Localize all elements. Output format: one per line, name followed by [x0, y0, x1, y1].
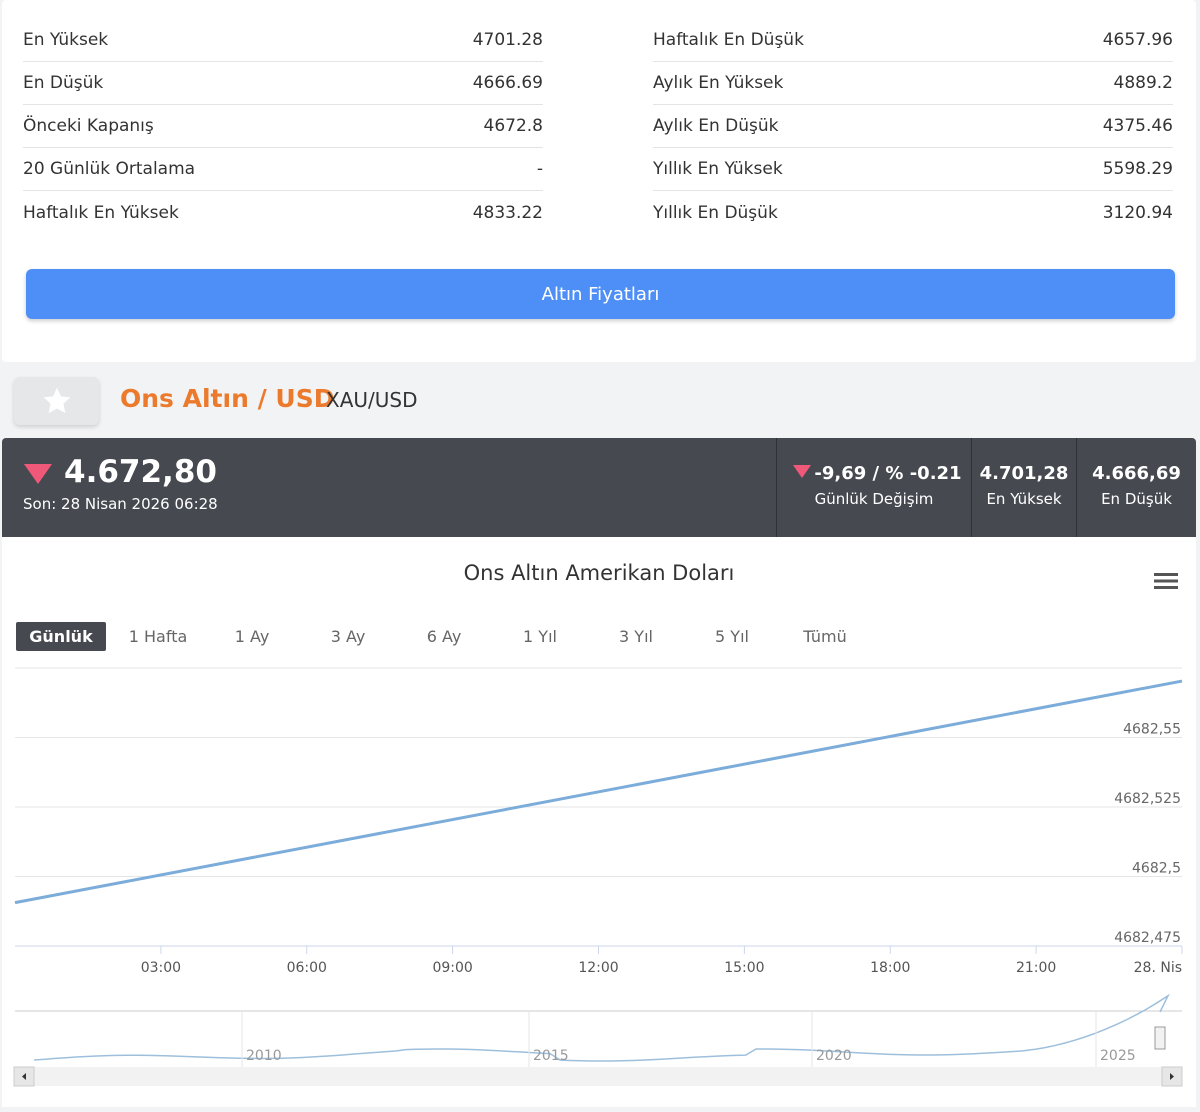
navigator-label: 2020: [816, 1048, 852, 1064]
menu-icon[interactable]: [1154, 571, 1178, 591]
low-value: 4.666,69: [1092, 463, 1181, 484]
range-button[interactable]: 1 Yıl: [523, 627, 557, 646]
stat-label: Aylık En Yüksek: [653, 73, 784, 93]
day-high: 4.701,28 En Yüksek: [971, 438, 1076, 537]
stat-label: Haftalık En Düşük: [653, 30, 804, 50]
x-tick-label: 03:00: [141, 960, 181, 976]
stat-label: Önceki Kapanış: [23, 116, 154, 136]
x-tick-label: 15:00: [724, 960, 764, 976]
stat-row: 20 Günlük Ortalama -: [23, 148, 543, 191]
stat-value: 4375.46: [1102, 116, 1173, 136]
stat-label: Haftalık En Yüksek: [23, 202, 179, 223]
stat-label: 20 Günlük Ortalama: [23, 159, 196, 179]
x-tick-label: 09:00: [432, 960, 472, 976]
stats-card: En Yüksek 4701.28 En Düşük 4666.69 Önceki Ka…: [2, 0, 1196, 362]
x-tick-label: 28. Nis: [1134, 960, 1182, 976]
stat-row: Aylık En Düşük 4375.46: [653, 105, 1173, 148]
stat-value: 5598.29: [1102, 159, 1173, 179]
navigator-label: 2015: [533, 1048, 569, 1064]
stat-value: 4666.69: [472, 73, 543, 93]
stat-value: 4701.28: [472, 30, 543, 50]
navigator-label: 2025: [1100, 1048, 1136, 1064]
instrument-title: Ons Altın / USD: [120, 384, 335, 413]
range-button[interactable]: 1 Hafta: [128, 627, 188, 646]
daily-change: -9,69 / % -0.21 Günlük Değişim: [776, 438, 971, 537]
stat-label: Aylık En Düşük: [653, 116, 779, 136]
range-button[interactable]: 3 Ay: [330, 627, 366, 646]
y-tick-label: 4682,475: [1114, 930, 1181, 946]
left-arrow-icon: [22, 1073, 26, 1080]
y-tick-label: 4682,55: [1123, 722, 1181, 738]
stat-value: 4657.96: [1102, 30, 1173, 50]
stat-value: 4833.22: [472, 202, 543, 223]
star-icon: [43, 387, 70, 414]
stat-label: En Yüksek: [23, 30, 109, 50]
series-line: [14, 679, 1183, 905]
range-button[interactable]: 6 Ay: [426, 627, 462, 646]
stat-row: Önceki Kapanış 4672.8: [23, 105, 543, 148]
navigator-line: [34, 993, 1170, 1062]
navigator-label: 2010: [246, 1048, 282, 1064]
change-value: -9,69 / % -0.21: [814, 463, 962, 484]
stat-row: Haftalık En Düşük 4657.96: [653, 19, 1173, 62]
day-low: 4.666,69 En Düşük: [1076, 438, 1196, 537]
chart-title: Ons Altın Amerikan Doları: [463, 561, 735, 585]
range-button[interactable]: 5 Yıl: [715, 627, 749, 646]
stat-row: Yıllık En Yüksek 5598.29: [653, 148, 1173, 191]
last-update: Son: 28 Nisan 2026 06:28: [23, 495, 218, 513]
price-chart: Ons Altın Amerikan Doları Günlük 1 Hafta 1…: [2, 537, 1196, 1107]
high-label: En Yüksek: [986, 490, 1062, 508]
change-label: Günlük Değişim: [814, 490, 934, 508]
stat-label: Yıllık En Düşük: [653, 202, 778, 223]
down-arrow-icon: [793, 465, 811, 478]
stat-row: Yıllık En Düşük 3120.94: [653, 191, 1173, 234]
right-arrow-icon: [1170, 1073, 1174, 1080]
stat-row: Aylık En Yüksek 4889.2: [653, 62, 1173, 105]
high-value: 4.701,28: [979, 463, 1069, 484]
stat-label: Yıllık En Yüksek: [653, 159, 783, 179]
stat-row: En Yüksek 4701.28: [23, 19, 543, 62]
range-button[interactable]: Günlük: [16, 622, 106, 651]
stat-value: 4672.8: [483, 116, 543, 136]
gold-prices-button[interactable]: Altın Fiyatları: [26, 269, 1175, 319]
x-tick-label: 06:00: [287, 960, 327, 976]
range-button[interactable]: Tümü: [803, 627, 847, 646]
range-button[interactable]: 1 Ay: [234, 627, 270, 646]
x-tick-label: 21:00: [1016, 960, 1056, 976]
x-tick-label: 12:00: [578, 960, 618, 976]
stat-label: En Düşük: [23, 73, 104, 93]
stat-value: 3120.94: [1102, 202, 1173, 223]
scrollbar-track[interactable]: [14, 1067, 1182, 1086]
navigator-handle[interactable]: [1154, 1026, 1166, 1050]
last-price: 4.672,80: [64, 454, 217, 490]
low-label: En Düşük: [1101, 490, 1172, 508]
instrument-symbol: XAU/USD: [326, 388, 418, 412]
stat-row: En Düşük 4666.69: [23, 62, 543, 105]
y-tick-label: 4682,525: [1114, 791, 1181, 807]
favorite-button[interactable]: [14, 377, 99, 425]
x-tick-label: 18:00: [870, 960, 910, 976]
down-arrow-icon: [24, 464, 52, 484]
y-tick-label: 4682,5: [1132, 861, 1181, 877]
stat-value: -: [536, 159, 543, 179]
stat-row: Haftalık En Yüksek 4833.22: [23, 191, 543, 234]
range-button[interactable]: 3 Yıl: [619, 627, 653, 646]
quote-bar: 4.672,80 Son: 28 Nisan 2026 06:28 -9,69 …: [2, 438, 1196, 537]
stat-value: 4889.2: [1113, 73, 1173, 93]
plot-area: 4682,55 4682,525 4682,5 4682,475 03:00 06:00 0…: [13, 667, 1183, 1087]
